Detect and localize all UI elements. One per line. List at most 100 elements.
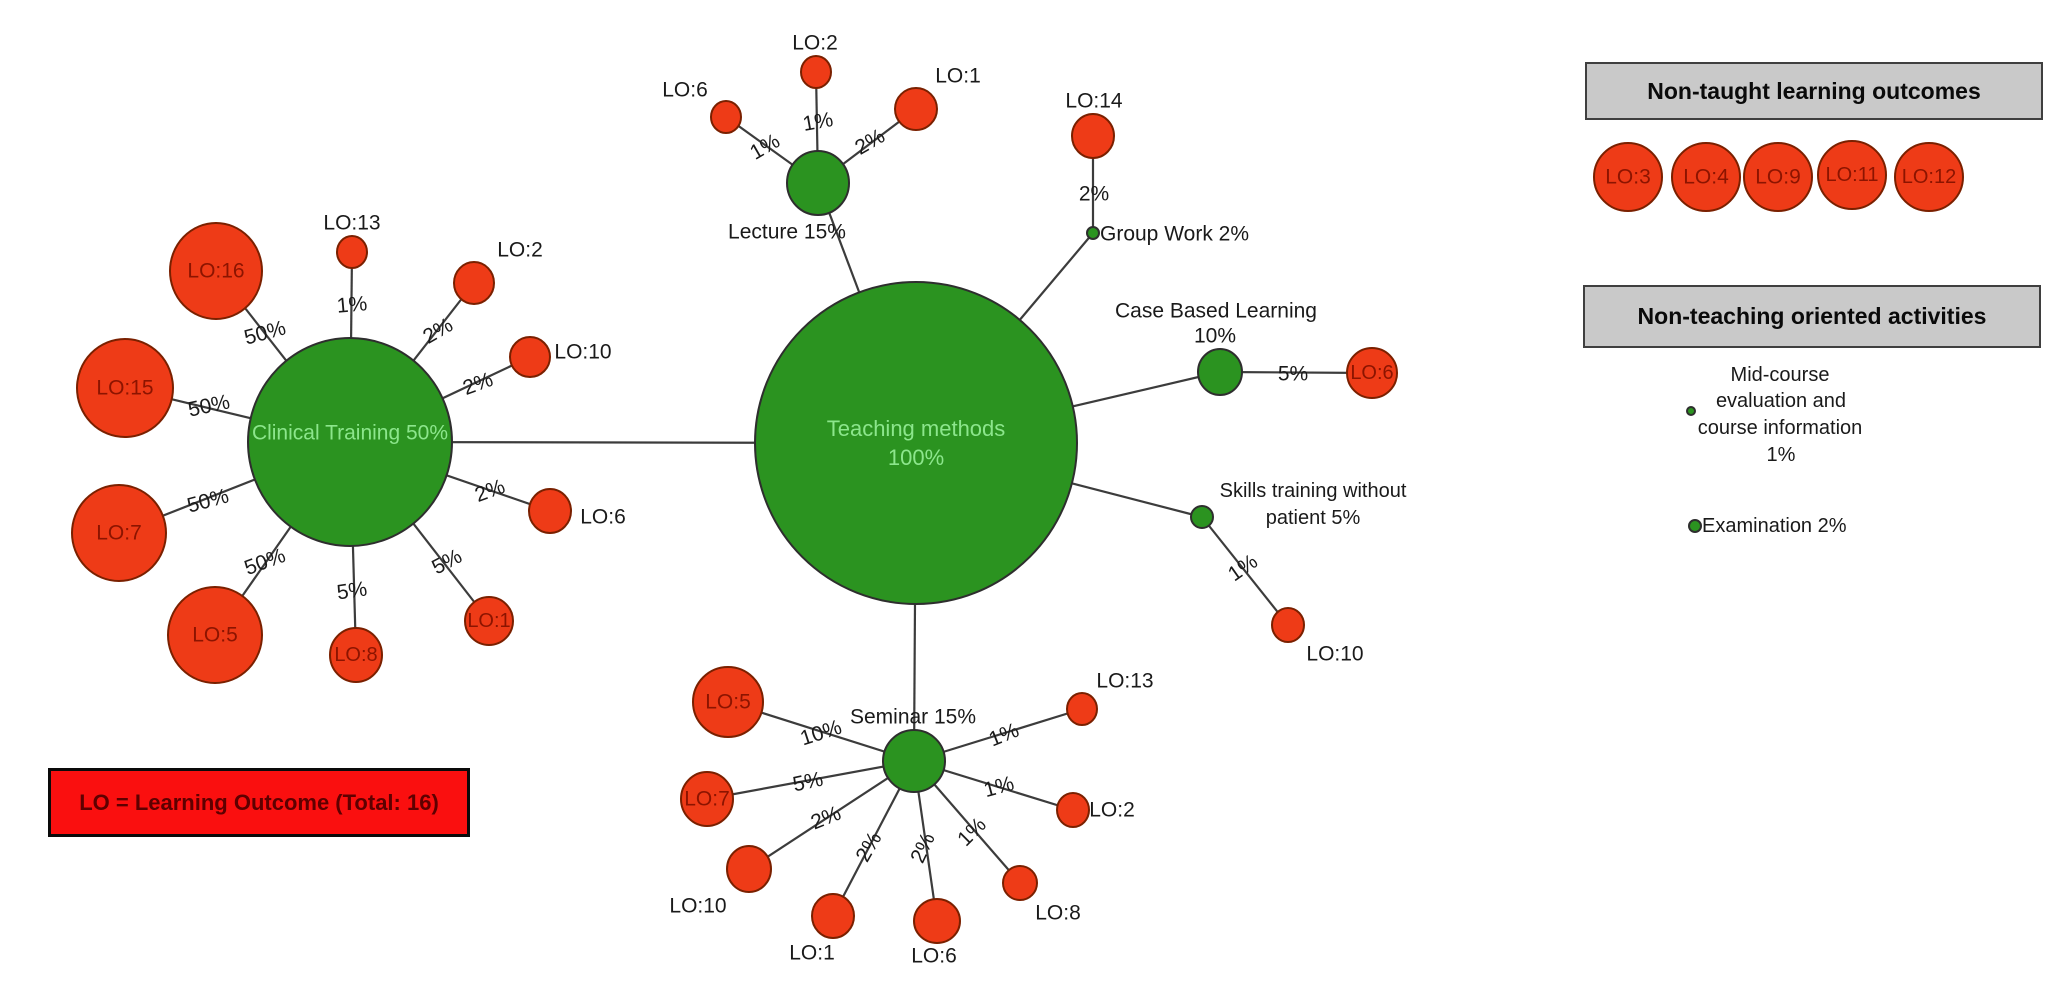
node-lec-lo2 [800,55,832,89]
cbl-label-line1: Case Based Learning [1115,300,1317,323]
lec-lo6-label: LO:6 [662,79,708,102]
midcourse-label-line1: Mid-course [1731,364,1830,386]
node-nt-lo11 [1817,140,1887,210]
node-text-nt-lo11: LO:11 [1826,164,1879,186]
node-text-nt-lo3: LO:3 [1605,166,1651,189]
edge-percent-label-19: 2% [851,828,886,866]
node-text-nt-lo12: LO:12 [1902,166,1956,188]
examination-label: Examination 2% [1702,515,1847,537]
node-gw-lo14 [1071,113,1115,159]
clin-lo10-label: LO:10 [554,341,611,364]
lec-lo2-label: LO:2 [792,32,838,55]
node-nt-lo12 [1894,142,1964,212]
node-nt-lo3 [1593,142,1663,212]
node-sem-lo13 [1066,692,1098,726]
edge-percent-label-21: 1% [953,813,991,851]
node-clinical-training [247,337,453,547]
seminar-label: Seminar 15% [850,706,976,729]
node-text-teaching-methods: Teaching methods [827,416,1006,441]
node-clin-lo1 [464,596,514,646]
node-text-clinical-training: Clinical Training 50% [252,422,448,445]
midcourse-label-line2: evaluation and [1716,390,1846,412]
node-clin-lo6 [528,488,572,534]
node-sem-lo7 [680,771,734,827]
sem-lo8-label: LO:8 [1035,902,1081,925]
sem-lo1-label: LO:1 [789,942,835,965]
edge-percent-label-16: 10% [797,716,844,751]
skills-lo10-label: LO:10 [1306,643,1363,666]
node-clin-lo16 [169,222,263,320]
node-text-clin-lo8: LO:8 [334,644,377,666]
node-sem-lo1 [811,893,855,939]
sem-lo13-label: LO:13 [1096,670,1153,693]
edge-percent-label-0: 50% [242,316,289,349]
node-text-sem-lo5: LO:5 [705,691,751,714]
node-text-nt-lo4: LO:4 [1683,166,1729,189]
node-text-clin-lo16: LO:16 [187,260,244,283]
node-text-clin-lo1: LO:1 [467,610,510,632]
lecture-label: Lecture 15% [728,221,846,244]
edge-percent-label-11: 1% [801,108,835,136]
node-text-clin-lo15: LO:15 [96,377,153,400]
gw-lo14-label: LO:14 [1065,90,1123,113]
edge-percent-label-18: 2% [808,802,845,835]
clin-lo6-label: LO:6 [580,506,626,529]
node-sem-lo6 [913,898,961,944]
edge-percent-label-22: 1% [981,772,1016,802]
edge-percent-label-2: 2% [419,313,457,348]
node-clin-lo7 [71,484,167,582]
node-text-clin-lo5: LO:5 [192,624,238,647]
node-sem-lo8 [1002,865,1038,901]
skills-label-line1: Skills training without [1220,480,1407,502]
edge-percent-label-5: 50% [185,484,232,517]
node-text-teaching-methods: 100% [888,445,944,470]
node-text-sem-lo7: LO:7 [684,788,730,811]
node-skills-dot [1190,505,1214,529]
edge-percent-label-4: 50% [186,390,232,421]
node-sem-lo2 [1056,792,1090,828]
node-clin-lo13 [336,235,368,269]
edge-percent-label-6: 50% [241,544,288,580]
node-nt-lo4 [1671,142,1741,212]
node-cbl-lo6 [1346,347,1398,399]
node-text-cbl-lo6: LO:6 [1350,362,1393,384]
node-clin-lo15 [76,338,174,438]
edge-percent-label-9: 2% [472,475,508,507]
lec-lo1-label: LO:1 [935,65,981,88]
node-clin-lo5 [167,586,263,684]
midcourse-label-line3: course information [1698,417,1863,439]
edge-percent-label-13: 2% [1079,183,1109,206]
node-seminar [882,729,946,793]
node-examination-dot [1688,519,1702,533]
node-clin-lo2 [453,261,495,305]
node-sem-lo5 [692,666,764,738]
node-text-nt-lo9: LO:9 [1755,166,1801,189]
edge-percent-label-1: 1% [336,292,368,318]
node-skills-lo10 [1271,607,1305,643]
edge-seminar-sem-lo10 [748,760,915,870]
edge-percent-label-15: 1% [1224,550,1262,586]
edge-percent-label-3: 2% [460,368,496,400]
non-teaching-activities-header: Non-teaching oriented activities [1583,285,2041,348]
edge-percent-label-14: 5% [1278,363,1308,386]
node-lec-lo6 [710,100,742,134]
clin-lo13-label: LO:13 [323,212,380,235]
midcourse-label-line4: 1% [1767,444,1796,466]
node-nt-lo9 [1743,142,1813,212]
node-teaching-methods [754,281,1078,605]
edge-percent-label-7: 5% [335,577,368,604]
node-lec-lo1 [894,87,938,131]
sem-lo6-label: LO:6 [911,945,957,968]
node-lecture [786,150,850,216]
cbl-label-line2: 10% [1194,325,1236,348]
edge-percent-label-23: 1% [986,719,1023,752]
node-midcourse-dot [1686,406,1696,416]
skills-label-line2: patient 5% [1266,507,1361,529]
edge-percent-label-17: 5% [791,768,825,797]
sem-lo2-label: LO:2 [1089,799,1135,822]
sem-lo10-label: LO:10 [669,895,726,918]
node-group-work-dot [1086,226,1100,240]
node-sem-lo10 [726,845,772,893]
